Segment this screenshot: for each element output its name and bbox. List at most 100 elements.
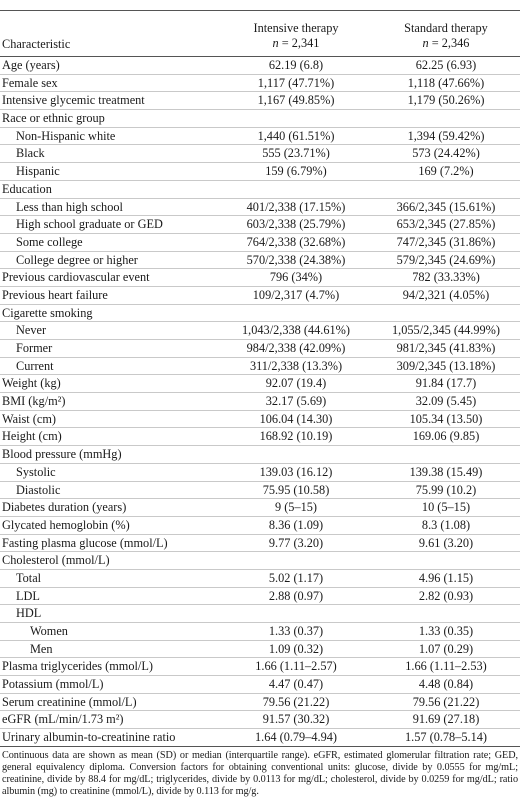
standard-value: 1,394 (59.42%) [407,128,485,143]
row-label: Less than high school [16,199,123,214]
intensive-value: 1,043/2,338 (44.61%) [242,323,350,338]
standard-value: 579/2,345 (24.69%) [396,252,496,267]
intensive-value: 75.95 (10.58) [262,482,330,497]
intensive-value: 106.04 (14.30) [259,411,333,426]
table-row: Total 5.02 (1.17) 4.96 (1.15) [0,570,520,588]
table-row: Less than high school 401/2,338 (17.15%) 3… [0,199,520,217]
row-label: eGFR (mL/min/1.73 m²) [2,712,124,727]
standard-value: 747/2,345 (31.86%) [396,234,496,249]
intensive-value: 62.19 (6.8) [268,58,324,72]
row-label: Female sex [2,75,58,90]
row-label: Potassium (mmol/L) [2,677,104,692]
standard-value: 1,118 (47.66%) [407,75,485,90]
intensive-value: 79.56 (21.22) [262,694,330,709]
standard-value: 62.25 (6.93) [415,58,477,72]
baseline-characteristics-table: Characteristic Intensive therapy n = 2,3… [0,10,520,799]
row-label: High school graduate or GED [16,217,163,232]
table-row: Age (years) 62.19 (6.8) 62.25 (6.93) [0,57,520,75]
table-row: Fasting plasma glucose (mmol/L) 9.77 (3.2… [0,535,520,553]
intensive-value: 8.36 (1.09) [268,517,324,532]
row-label: Cholesterol (mmol/L) [2,553,110,568]
table-row: Former 984/2,338 (42.09%) 981/2,345 (41.83… [0,340,520,358]
standard-value: 75.99 (10.2) [415,482,477,497]
row-label: Waist (cm) [2,411,56,426]
table-row: Current 311/2,338 (13.3%) 309/2,345 (13.18… [0,358,520,376]
row-label: Fasting plasma glucose (mmol/L) [2,535,168,550]
intensive-value: 92.07 (19.4) [265,376,327,391]
standard-value: 169 (7.2%) [418,164,474,179]
row-label: Non-Hispanic white [16,128,116,143]
standard-value: 79.56 (21.22) [412,694,480,709]
table-row: Plasma triglycerides (mmol/L) 1.66 (1.11–… [0,658,520,677]
intensive-value: 91.57 (30.32) [262,712,330,727]
intensive-value: 570/2,338 (24.38%) [246,252,346,267]
intensive-value: 9 (5–15) [274,500,317,515]
table-row: High school graduate or GED 603/2,338 (25… [0,216,520,234]
intensive-value: 1.09 (0.32) [268,641,324,656]
row-label: Weight (kg) [2,376,61,391]
intensive-value: 2.88 (0.97) [268,588,324,603]
n-label: n [272,36,279,50]
table-row: Systolic 139.03 (16.12) 139.38 (15.49) [0,464,520,482]
table-row: Glycated hemoglobin (%) 8.36 (1.09) 8.3 (1… [0,517,520,535]
standard-value: 91.84 (17.7) [415,376,477,391]
header-intensive-therapy: Intensive therapy n = 2,341 [226,21,366,51]
intensive-value: 9.77 (3.20) [268,535,324,550]
table-row: Blood pressure (mmHg) [0,446,520,464]
table-row: Cigarette smoking [0,305,520,323]
table-row: Urinary albumin-to-creatinine ratio 1.64 … [0,729,520,747]
standard-value: 1.33 (0.35) [418,624,474,638]
intensive-value: 1,117 (47.71%) [257,75,335,90]
table-row: Potassium (mmol/L) 4.47 (0.47) 4.48 (0.84) [0,676,520,694]
row-label: Black [16,146,45,161]
table-row: Female sex 1,117 (47.71%) 1,118 (47.66%) [0,75,520,93]
table-row: Race or ethnic group [0,110,520,128]
header-characteristic: Characteristic [2,37,71,51]
n-label: n [422,36,429,50]
row-label: Serum creatinine (mmol/L) [2,694,137,709]
standard-value: 10 (5–15) [421,500,471,515]
row-label: HDL [16,606,42,621]
n-value: = 2,341 [278,36,320,50]
row-label: Blood pressure (mmHg) [2,447,122,462]
standard-value: 1.07 (0.29) [418,641,474,656]
standard-value: 1.57 (0.78–5.14) [405,730,487,745]
standard-value: 782 (33.33%) [412,270,480,285]
table-row: Non-Hispanic white 1,440 (61.51%) 1,394 (5… [0,128,520,146]
table-row: Women 1.33 (0.37) 1.33 (0.35) [0,623,520,641]
row-label: Hispanic [16,164,60,179]
table-row: HDL [0,605,520,623]
table-row: Intensive glycemic treatment 1,167 (49.85… [0,92,520,111]
table-row: Black 555 (23.71%) 573 (24.42%) [0,145,520,164]
standard-value: 1,055/2,345 (44.99%) [392,323,500,338]
standard-value: 105.34 (13.50) [409,411,483,426]
row-label: Previous heart failure [2,287,108,302]
intensive-value: 159 (6.79%) [265,164,327,179]
table-row: Height (cm) 168.92 (10.19) 169.06 (9.85) [0,428,520,447]
table-row: Hispanic 159 (6.79%) 169 (7.2%) [0,163,520,181]
intensive-value: 1.64 (0.79–4.94) [255,730,337,745]
standard-value: 91.69 (27.18) [412,712,480,727]
standard-value: 653/2,345 (27.85%) [396,217,496,232]
table-row: BMI (kg/m²) 32.17 (5.69) 32.09 (5.45) [0,393,520,411]
header-intensive-n: n = 2,341 [226,36,366,51]
table-row: Men 1.09 (0.32) 1.07 (0.29) [0,641,520,659]
intensive-value: 984/2,338 (42.09%) [246,341,346,355]
intensive-value: 1,167 (49.85%) [257,93,335,108]
row-label: Urinary albumin-to-creatinine ratio [2,730,176,745]
standard-value: 169.06 (9.85) [412,429,480,444]
row-label: Diastolic [16,482,61,497]
table-row: eGFR (mL/min/1.73 m²) 91.57 (30.32) 91.69 … [0,711,520,730]
row-label: Education [2,181,52,196]
table-row: Some college 764/2,338 (32.68%) 747/2,345 … [0,234,520,252]
row-label: Previous cardiovascular event [2,270,150,285]
table-footnote: Continuous data are shown as mean (SD) o… [2,749,518,798]
row-label: Women [30,624,68,638]
top-rule [0,10,520,11]
intensive-value: 109/2,317 (4.7%) [252,287,340,302]
table-row: Diabetes duration (years) 9 (5–15) 10 (5–1… [0,499,520,517]
intensive-value: 1,440 (61.51%) [257,128,335,143]
intensive-value: 5.02 (1.17) [268,570,324,585]
standard-value: 8.3 (1.08) [421,517,471,532]
table-row: Weight (kg) 92.07 (19.4) 91.84 (17.7) [0,375,520,394]
